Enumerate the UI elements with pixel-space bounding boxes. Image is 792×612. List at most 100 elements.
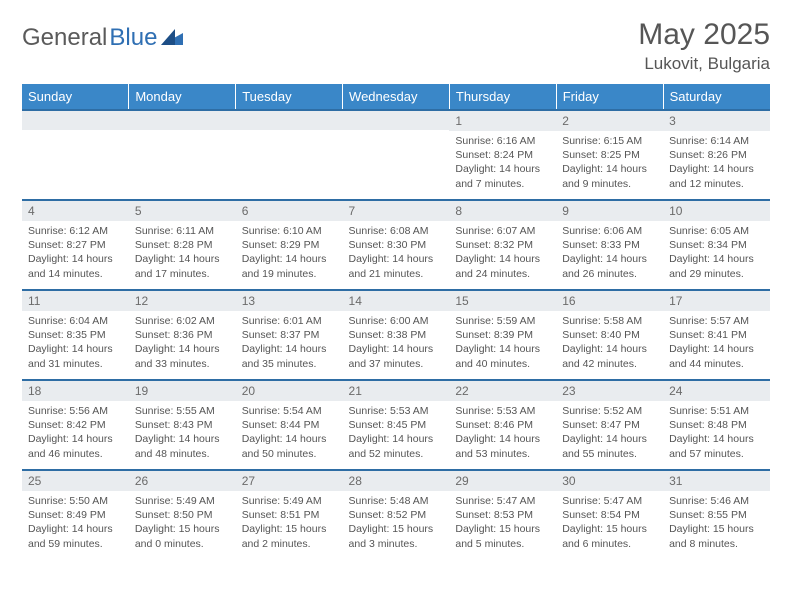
daylight-line: Daylight: 14 hours and 17 minutes. xyxy=(135,252,230,280)
day-cell: 18Sunrise: 5:56 AMSunset: 8:42 PMDayligh… xyxy=(22,380,129,470)
sunset-line: Sunset: 8:44 PM xyxy=(242,418,337,432)
day-body: Sunrise: 5:51 AMSunset: 8:48 PMDaylight:… xyxy=(663,401,770,467)
day-header: Sunday xyxy=(22,84,129,110)
day-body: Sunrise: 6:11 AMSunset: 8:28 PMDaylight:… xyxy=(129,221,236,287)
week-row: 4Sunrise: 6:12 AMSunset: 8:27 PMDaylight… xyxy=(22,200,770,290)
calendar-table: SundayMondayTuesdayWednesdayThursdayFrid… xyxy=(22,84,770,560)
sunrise-line: Sunrise: 6:06 AM xyxy=(562,224,657,238)
daylight-line: Daylight: 14 hours and 14 minutes. xyxy=(28,252,123,280)
sunset-line: Sunset: 8:46 PM xyxy=(455,418,550,432)
day-body: Sunrise: 6:10 AMSunset: 8:29 PMDaylight:… xyxy=(236,221,343,287)
day-cell: 21Sunrise: 5:53 AMSunset: 8:45 PMDayligh… xyxy=(343,380,450,470)
sunrise-line: Sunrise: 6:05 AM xyxy=(669,224,764,238)
sunrise-line: Sunrise: 5:49 AM xyxy=(242,494,337,508)
day-body-empty xyxy=(236,130,343,185)
sunrise-line: Sunrise: 6:16 AM xyxy=(455,134,550,148)
day-header: Saturday xyxy=(663,84,770,110)
day-body: Sunrise: 5:47 AMSunset: 8:54 PMDaylight:… xyxy=(556,491,663,557)
day-body: Sunrise: 6:02 AMSunset: 8:36 PMDaylight:… xyxy=(129,311,236,377)
day-cell: 4Sunrise: 6:12 AMSunset: 8:27 PMDaylight… xyxy=(22,200,129,290)
day-body: Sunrise: 5:57 AMSunset: 8:41 PMDaylight:… xyxy=(663,311,770,377)
day-number: 27 xyxy=(236,471,343,491)
daylight-line: Daylight: 14 hours and 59 minutes. xyxy=(28,522,123,550)
daylight-line: Daylight: 14 hours and 12 minutes. xyxy=(669,162,764,190)
sunrise-line: Sunrise: 5:59 AM xyxy=(455,314,550,328)
day-cell: 13Sunrise: 6:01 AMSunset: 8:37 PMDayligh… xyxy=(236,290,343,380)
daylight-line: Daylight: 14 hours and 42 minutes. xyxy=(562,342,657,370)
sunset-line: Sunset: 8:30 PM xyxy=(349,238,444,252)
day-number: 19 xyxy=(129,381,236,401)
day-cell: 27Sunrise: 5:49 AMSunset: 8:51 PMDayligh… xyxy=(236,470,343,560)
day-cell: 1Sunrise: 6:16 AMSunset: 8:24 PMDaylight… xyxy=(449,110,556,200)
day-number: 9 xyxy=(556,201,663,221)
daylight-line: Daylight: 14 hours and 46 minutes. xyxy=(28,432,123,460)
day-cell xyxy=(129,110,236,200)
daylight-line: Daylight: 15 hours and 8 minutes. xyxy=(669,522,764,550)
daylight-line: Daylight: 14 hours and 33 minutes. xyxy=(135,342,230,370)
day-cell: 28Sunrise: 5:48 AMSunset: 8:52 PMDayligh… xyxy=(343,470,450,560)
daylight-line: Daylight: 14 hours and 19 minutes. xyxy=(242,252,337,280)
day-cell: 10Sunrise: 6:05 AMSunset: 8:34 PMDayligh… xyxy=(663,200,770,290)
sunset-line: Sunset: 8:50 PM xyxy=(135,508,230,522)
header: GeneralBlue May 2025 Lukovit, Bulgaria xyxy=(22,18,770,74)
sunrise-line: Sunrise: 5:53 AM xyxy=(455,404,550,418)
day-number: 14 xyxy=(343,291,450,311)
day-cell: 11Sunrise: 6:04 AMSunset: 8:35 PMDayligh… xyxy=(22,290,129,380)
sunset-line: Sunset: 8:47 PM xyxy=(562,418,657,432)
week-row: 18Sunrise: 5:56 AMSunset: 8:42 PMDayligh… xyxy=(22,380,770,470)
daylight-line: Daylight: 14 hours and 48 minutes. xyxy=(135,432,230,460)
day-body: Sunrise: 5:49 AMSunset: 8:50 PMDaylight:… xyxy=(129,491,236,557)
day-body: Sunrise: 6:12 AMSunset: 8:27 PMDaylight:… xyxy=(22,221,129,287)
sunrise-line: Sunrise: 5:58 AM xyxy=(562,314,657,328)
sunset-line: Sunset: 8:34 PM xyxy=(669,238,764,252)
day-header: Friday xyxy=(556,84,663,110)
day-number: 11 xyxy=(22,291,129,311)
location: Lukovit, Bulgaria xyxy=(638,54,770,74)
day-cell: 2Sunrise: 6:15 AMSunset: 8:25 PMDaylight… xyxy=(556,110,663,200)
sunrise-line: Sunrise: 5:48 AM xyxy=(349,494,444,508)
day-number: 18 xyxy=(22,381,129,401)
day-cell: 23Sunrise: 5:52 AMSunset: 8:47 PMDayligh… xyxy=(556,380,663,470)
daylight-line: Daylight: 14 hours and 35 minutes. xyxy=(242,342,337,370)
day-header-row: SundayMondayTuesdayWednesdayThursdayFrid… xyxy=(22,84,770,110)
day-body: Sunrise: 6:14 AMSunset: 8:26 PMDaylight:… xyxy=(663,131,770,197)
day-cell: 14Sunrise: 6:00 AMSunset: 8:38 PMDayligh… xyxy=(343,290,450,380)
day-cell: 17Sunrise: 5:57 AMSunset: 8:41 PMDayligh… xyxy=(663,290,770,380)
day-number: 25 xyxy=(22,471,129,491)
day-cell: 15Sunrise: 5:59 AMSunset: 8:39 PMDayligh… xyxy=(449,290,556,380)
sunrise-line: Sunrise: 5:46 AM xyxy=(669,494,764,508)
daylight-line: Daylight: 14 hours and 31 minutes. xyxy=(28,342,123,370)
day-number: 4 xyxy=(22,201,129,221)
day-cell: 8Sunrise: 6:07 AMSunset: 8:32 PMDaylight… xyxy=(449,200,556,290)
day-body: Sunrise: 5:56 AMSunset: 8:42 PMDaylight:… xyxy=(22,401,129,467)
day-number: 24 xyxy=(663,381,770,401)
daylight-line: Daylight: 14 hours and 21 minutes. xyxy=(349,252,444,280)
sunset-line: Sunset: 8:38 PM xyxy=(349,328,444,342)
sunset-line: Sunset: 8:25 PM xyxy=(562,148,657,162)
day-body: Sunrise: 5:58 AMSunset: 8:40 PMDaylight:… xyxy=(556,311,663,377)
sunset-line: Sunset: 8:26 PM xyxy=(669,148,764,162)
sunset-line: Sunset: 8:48 PM xyxy=(669,418,764,432)
day-number: 2 xyxy=(556,111,663,131)
day-body: Sunrise: 6:01 AMSunset: 8:37 PMDaylight:… xyxy=(236,311,343,377)
day-body: Sunrise: 6:05 AMSunset: 8:34 PMDaylight:… xyxy=(663,221,770,287)
sunrise-line: Sunrise: 5:56 AM xyxy=(28,404,123,418)
day-number: 29 xyxy=(449,471,556,491)
day-body: Sunrise: 6:04 AMSunset: 8:35 PMDaylight:… xyxy=(22,311,129,377)
week-row: 11Sunrise: 6:04 AMSunset: 8:35 PMDayligh… xyxy=(22,290,770,380)
sunset-line: Sunset: 8:54 PM xyxy=(562,508,657,522)
sunrise-line: Sunrise: 5:47 AM xyxy=(562,494,657,508)
sunrise-line: Sunrise: 6:01 AM xyxy=(242,314,337,328)
day-body: Sunrise: 5:46 AMSunset: 8:55 PMDaylight:… xyxy=(663,491,770,557)
day-body: Sunrise: 5:55 AMSunset: 8:43 PMDaylight:… xyxy=(129,401,236,467)
day-cell: 16Sunrise: 5:58 AMSunset: 8:40 PMDayligh… xyxy=(556,290,663,380)
sunset-line: Sunset: 8:29 PM xyxy=(242,238,337,252)
day-cell: 31Sunrise: 5:46 AMSunset: 8:55 PMDayligh… xyxy=(663,470,770,560)
sunrise-line: Sunrise: 6:08 AM xyxy=(349,224,444,238)
day-number: 13 xyxy=(236,291,343,311)
daylight-line: Daylight: 14 hours and 52 minutes. xyxy=(349,432,444,460)
day-number: 30 xyxy=(556,471,663,491)
logo-mark-icon xyxy=(161,24,183,52)
sunrise-line: Sunrise: 6:15 AM xyxy=(562,134,657,148)
sunrise-line: Sunrise: 6:10 AM xyxy=(242,224,337,238)
